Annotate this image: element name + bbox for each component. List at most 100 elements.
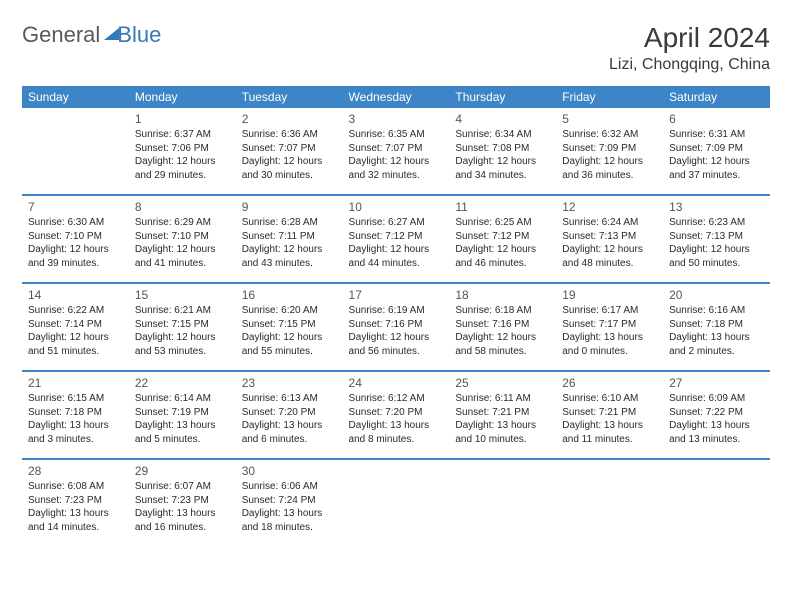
sunset-line: Sunset: 7:11 PM bbox=[242, 230, 337, 244]
calendar-day-cell: 25Sunrise: 6:11 AMSunset: 7:21 PMDayligh… bbox=[449, 372, 556, 458]
sunset-line: Sunset: 7:21 PM bbox=[562, 406, 657, 420]
calendar-day-cell bbox=[343, 460, 450, 546]
sunrise-line: Sunrise: 6:08 AM bbox=[28, 480, 123, 494]
calendar-day-cell: 26Sunrise: 6:10 AMSunset: 7:21 PMDayligh… bbox=[556, 372, 663, 458]
calendar-week-row: 1Sunrise: 6:37 AMSunset: 7:06 PMDaylight… bbox=[22, 108, 770, 194]
day-number: 14 bbox=[28, 287, 123, 303]
daylight-line: Daylight: 12 hours and 48 minutes. bbox=[562, 243, 657, 270]
calendar-day-cell: 10Sunrise: 6:27 AMSunset: 7:12 PMDayligh… bbox=[343, 196, 450, 282]
daylight-line: Daylight: 13 hours and 5 minutes. bbox=[135, 419, 230, 446]
sunset-line: Sunset: 7:09 PM bbox=[669, 142, 764, 156]
calendar-day-cell: 8Sunrise: 6:29 AMSunset: 7:10 PMDaylight… bbox=[129, 196, 236, 282]
sunrise-line: Sunrise: 6:09 AM bbox=[669, 392, 764, 406]
calendar-body: 1Sunrise: 6:37 AMSunset: 7:06 PMDaylight… bbox=[22, 108, 770, 546]
sunset-line: Sunset: 7:12 PM bbox=[349, 230, 444, 244]
sunset-line: Sunset: 7:10 PM bbox=[135, 230, 230, 244]
calendar-day-cell: 28Sunrise: 6:08 AMSunset: 7:23 PMDayligh… bbox=[22, 460, 129, 546]
daylight-line: Daylight: 13 hours and 6 minutes. bbox=[242, 419, 337, 446]
day-number: 19 bbox=[562, 287, 657, 303]
day-number: 27 bbox=[669, 375, 764, 391]
calendar-day-cell: 9Sunrise: 6:28 AMSunset: 7:11 PMDaylight… bbox=[236, 196, 343, 282]
day-number: 5 bbox=[562, 111, 657, 127]
sunrise-line: Sunrise: 6:16 AM bbox=[669, 304, 764, 318]
sunrise-line: Sunrise: 6:35 AM bbox=[349, 128, 444, 142]
weekday-header: Tuesday bbox=[236, 86, 343, 108]
sunrise-line: Sunrise: 6:23 AM bbox=[669, 216, 764, 230]
calendar-week-row: 28Sunrise: 6:08 AMSunset: 7:23 PM Dayligh… bbox=[22, 460, 770, 546]
day-number: 28 bbox=[28, 463, 123, 479]
calendar-day-cell: 11Sunrise: 6:25 AMSunset: 7:12 PMDayligh… bbox=[449, 196, 556, 282]
sunrise-line: Sunrise: 6:25 AM bbox=[455, 216, 550, 230]
calendar-day-cell: 1Sunrise: 6:37 AMSunset: 7:06 PMDaylight… bbox=[129, 108, 236, 194]
calendar-day-cell: 5Sunrise: 6:32 AMSunset: 7:09 PMDaylight… bbox=[556, 108, 663, 194]
daylight-line: Daylight: 12 hours and 58 minutes. bbox=[455, 331, 550, 358]
calendar-day-cell: 16Sunrise: 6:20 AMSunset: 7:15 PMDayligh… bbox=[236, 284, 343, 370]
sunset-line: Sunset: 7:13 PM bbox=[669, 230, 764, 244]
month-title: April 2024 bbox=[609, 22, 770, 54]
sunrise-line: Sunrise: 6:15 AM bbox=[28, 392, 123, 406]
day-number: 11 bbox=[455, 199, 550, 215]
daylight-line: Daylight: 13 hours and 18 minutes. bbox=[242, 507, 337, 534]
daylight-line: Daylight: 12 hours and 56 minutes. bbox=[349, 331, 444, 358]
daylight-line: Daylight: 12 hours and 39 minutes. bbox=[28, 243, 123, 270]
daylight-line: Daylight: 12 hours and 29 minutes. bbox=[135, 155, 230, 182]
day-number: 12 bbox=[562, 199, 657, 215]
daylight-line: Daylight: 13 hours and 0 minutes. bbox=[562, 331, 657, 358]
day-number: 1 bbox=[135, 111, 230, 127]
daylight-line: Daylight: 12 hours and 43 minutes. bbox=[242, 243, 337, 270]
sunrise-line: Sunrise: 6:27 AM bbox=[349, 216, 444, 230]
sunrise-line: Sunrise: 6:29 AM bbox=[135, 216, 230, 230]
sunrise-line: Sunrise: 6:19 AM bbox=[349, 304, 444, 318]
sunset-line: Sunset: 7:10 PM bbox=[28, 230, 123, 244]
sunrise-line: Sunrise: 6:13 AM bbox=[242, 392, 337, 406]
daylight-line: Daylight: 13 hours and 13 minutes. bbox=[669, 419, 764, 446]
sunset-line: Sunset: 7:08 PM bbox=[455, 142, 550, 156]
day-number: 24 bbox=[349, 375, 444, 391]
sunrise-line: Sunrise: 6:14 AM bbox=[135, 392, 230, 406]
sunset-line: Sunset: 7:21 PM bbox=[455, 406, 550, 420]
sunrise-line: Sunrise: 6:28 AM bbox=[242, 216, 337, 230]
sunset-line: Sunset: 7:24 PM bbox=[242, 494, 337, 508]
calendar-day-cell bbox=[556, 460, 663, 546]
weekday-header: Monday bbox=[129, 86, 236, 108]
calendar-day-cell bbox=[663, 460, 770, 546]
day-number: 16 bbox=[242, 287, 337, 303]
day-number: 30 bbox=[242, 463, 337, 479]
daylight-line: Daylight: 12 hours and 51 minutes. bbox=[28, 331, 123, 358]
sunrise-line: Sunrise: 6:06 AM bbox=[242, 480, 337, 494]
calendar-week-row: 21Sunrise: 6:15 AMSunset: 7:18 PMDayligh… bbox=[22, 372, 770, 458]
logo-text-1: General bbox=[22, 22, 100, 48]
calendar-day-cell: 18Sunrise: 6:18 AMSunset: 7:16 PMDayligh… bbox=[449, 284, 556, 370]
daylight-line: Daylight: 13 hours and 10 minutes. bbox=[455, 419, 550, 446]
sunset-line: Sunset: 7:14 PM bbox=[28, 318, 123, 332]
weekday-header: Sunday bbox=[22, 86, 129, 108]
sunrise-line: Sunrise: 6:17 AM bbox=[562, 304, 657, 318]
sunrise-line: Sunrise: 6:10 AM bbox=[562, 392, 657, 406]
day-number: 4 bbox=[455, 111, 550, 127]
sunrise-line: Sunrise: 6:20 AM bbox=[242, 304, 337, 318]
day-number: 13 bbox=[669, 199, 764, 215]
sunset-line: Sunset: 7:18 PM bbox=[669, 318, 764, 332]
sunrise-line: Sunrise: 6:07 AM bbox=[135, 480, 230, 494]
daylight-line: Daylight: 12 hours and 36 minutes. bbox=[562, 155, 657, 182]
sunset-line: Sunset: 7:17 PM bbox=[562, 318, 657, 332]
calendar-day-cell: 30Sunrise: 6:06 AMSunset: 7:24 PMDayligh… bbox=[236, 460, 343, 546]
daylight-line: Daylight: 13 hours and 8 minutes. bbox=[349, 419, 444, 446]
sunset-line: Sunset: 7:22 PM bbox=[669, 406, 764, 420]
sunset-line: Sunset: 7:13 PM bbox=[562, 230, 657, 244]
sunset-line: Sunset: 7:23 PM bbox=[28, 494, 123, 508]
daylight-line: Daylight: 13 hours and 3 minutes. bbox=[28, 419, 123, 446]
day-number: 2 bbox=[242, 111, 337, 127]
calendar-day-cell bbox=[22, 108, 129, 194]
sunset-line: Sunset: 7:07 PM bbox=[349, 142, 444, 156]
logo-text-2: Blue bbox=[117, 22, 161, 48]
calendar-day-cell: 22Sunrise: 6:14 AMSunset: 7:19 PMDayligh… bbox=[129, 372, 236, 458]
calendar-day-cell: 23Sunrise: 6:13 AMSunset: 7:20 PMDayligh… bbox=[236, 372, 343, 458]
calendar-day-cell: 17Sunrise: 6:19 AMSunset: 7:16 PMDayligh… bbox=[343, 284, 450, 370]
daylight-line: Daylight: 12 hours and 32 minutes. bbox=[349, 155, 444, 182]
weekday-header-row: SundayMondayTuesdayWednesdayThursdayFrid… bbox=[22, 86, 770, 108]
sunrise-line: Sunrise: 6:37 AM bbox=[135, 128, 230, 142]
sunrise-line: Sunrise: 6:24 AM bbox=[562, 216, 657, 230]
calendar-day-cell: 4Sunrise: 6:34 AMSunset: 7:08 PMDaylight… bbox=[449, 108, 556, 194]
day-number: 25 bbox=[455, 375, 550, 391]
